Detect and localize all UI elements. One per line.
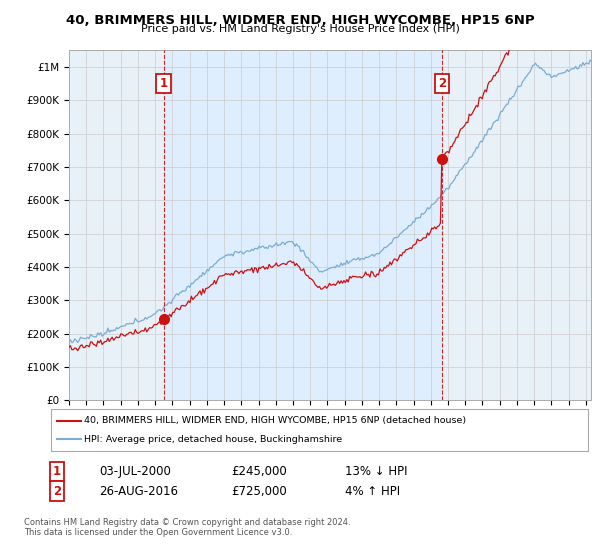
Text: 2: 2	[53, 484, 61, 498]
Text: HPI: Average price, detached house, Buckinghamshire: HPI: Average price, detached house, Buck…	[84, 435, 342, 444]
Text: 03-JUL-2000: 03-JUL-2000	[99, 465, 171, 478]
Text: 40, BRIMMERS HILL, WIDMER END, HIGH WYCOMBE, HP15 6NP: 40, BRIMMERS HILL, WIDMER END, HIGH WYCO…	[65, 14, 535, 27]
Text: £245,000: £245,000	[231, 465, 287, 478]
Text: £725,000: £725,000	[231, 484, 287, 498]
Bar	[164, 50, 442, 400]
Text: 40, BRIMMERS HILL, WIDMER END, HIGH WYCOMBE, HP15 6NP (detached house): 40, BRIMMERS HILL, WIDMER END, HIGH WYCO…	[84, 416, 466, 425]
Text: 13% ↓ HPI: 13% ↓ HPI	[345, 465, 407, 478]
Text: 4% ↑ HPI: 4% ↑ HPI	[345, 484, 400, 498]
Text: 26-AUG-2016: 26-AUG-2016	[99, 484, 178, 498]
Text: 2: 2	[438, 77, 446, 90]
Text: Price paid vs. HM Land Registry's House Price Index (HPI): Price paid vs. HM Land Registry's House …	[140, 24, 460, 34]
Text: Contains HM Land Registry data © Crown copyright and database right 2024.
This d: Contains HM Land Registry data © Crown c…	[24, 518, 350, 538]
Text: 1: 1	[53, 465, 61, 478]
Text: 1: 1	[160, 77, 168, 90]
